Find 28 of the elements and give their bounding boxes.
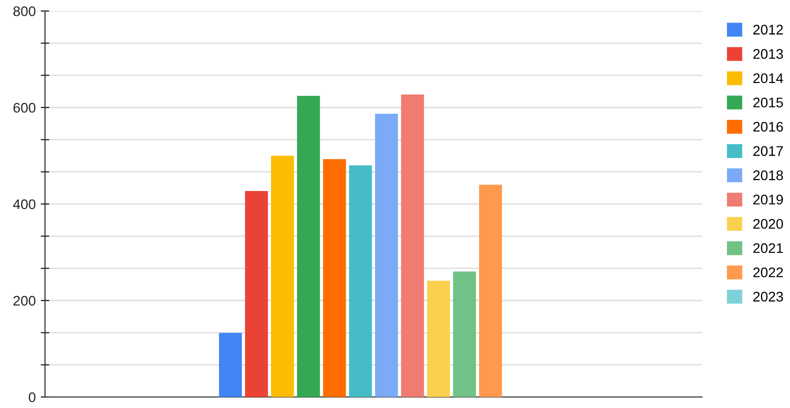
bar xyxy=(349,165,372,397)
bar xyxy=(271,156,294,397)
y-tick-label: 600 xyxy=(14,102,36,113)
legend-label: 2015 xyxy=(753,98,783,108)
legend-label: 2021 xyxy=(753,243,783,254)
y-tick-label: 0 xyxy=(28,392,36,402)
legend-label: 2019 xyxy=(753,194,783,205)
bar xyxy=(219,332,242,397)
y-tick-label: 800 xyxy=(13,6,36,16)
bar xyxy=(453,272,476,397)
legend-label: 2022 xyxy=(753,267,783,278)
legend-label: 2013 xyxy=(753,49,783,59)
y-tick-label: 400 xyxy=(13,199,36,210)
legend-label: 2018 xyxy=(753,170,783,180)
bar xyxy=(427,280,450,397)
legend-label: 2017 xyxy=(753,146,783,156)
legend-label: 2016 xyxy=(753,122,783,132)
bar xyxy=(297,96,320,397)
legend-label: 2012 xyxy=(753,24,783,35)
bar xyxy=(401,94,424,397)
bar xyxy=(323,159,346,397)
y-tick-label: 200 xyxy=(14,296,36,306)
bar xyxy=(245,190,268,397)
legend-label: 2023 xyxy=(753,292,783,302)
legend-label: 2014 xyxy=(753,73,784,84)
bar xyxy=(479,184,502,397)
legend-label: 2020 xyxy=(753,218,783,229)
bar xyxy=(375,114,398,397)
